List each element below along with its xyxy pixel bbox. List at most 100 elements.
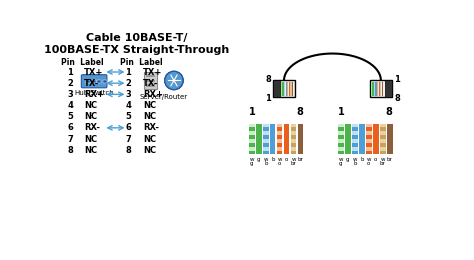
Text: g: g: [257, 157, 261, 162]
Text: w: w: [264, 157, 268, 162]
Text: TX+: TX+: [84, 68, 103, 76]
Bar: [283, 82, 284, 96]
Bar: [263, 143, 268, 147]
Bar: [359, 124, 365, 154]
Bar: [292, 82, 293, 96]
Text: NC: NC: [84, 112, 97, 121]
Bar: [97, 80, 101, 83]
Bar: [277, 124, 283, 154]
Bar: [277, 143, 283, 147]
Bar: [277, 127, 283, 131]
Bar: [338, 151, 344, 154]
Text: w: w: [353, 157, 357, 162]
Text: 1: 1: [338, 107, 345, 118]
Bar: [338, 124, 344, 154]
Bar: [273, 81, 280, 98]
Text: NC: NC: [143, 112, 156, 121]
Text: NC: NC: [143, 101, 156, 110]
Bar: [291, 151, 296, 154]
Bar: [352, 151, 357, 154]
Text: o: o: [285, 157, 288, 162]
Bar: [249, 124, 255, 154]
Bar: [289, 82, 290, 96]
Bar: [285, 82, 287, 96]
Circle shape: [164, 71, 183, 90]
Bar: [103, 80, 107, 83]
Bar: [273, 81, 295, 98]
Text: 7: 7: [67, 134, 73, 144]
Bar: [380, 124, 385, 154]
Text: o: o: [374, 157, 377, 162]
Bar: [380, 82, 382, 96]
Bar: [281, 82, 282, 96]
Text: Server/Router: Server/Router: [140, 94, 188, 100]
Text: Cable 10BASE-T/
100BASE-TX Straight-Through: Cable 10BASE-T/ 100BASE-TX Straight-Thro…: [44, 33, 229, 55]
Bar: [92, 80, 96, 83]
Text: 6: 6: [67, 123, 73, 132]
Text: 1: 1: [126, 68, 131, 76]
Text: RX-: RX-: [84, 123, 100, 132]
Bar: [345, 124, 351, 154]
Bar: [277, 151, 283, 154]
Text: RX+: RX+: [143, 90, 163, 99]
Bar: [352, 143, 357, 147]
Bar: [146, 75, 155, 77]
Bar: [379, 82, 380, 96]
Bar: [373, 124, 379, 154]
Bar: [146, 80, 155, 82]
Bar: [366, 127, 372, 131]
Bar: [366, 143, 372, 147]
Text: 8: 8: [126, 146, 131, 155]
Text: o: o: [278, 161, 282, 166]
Text: 5: 5: [67, 112, 73, 121]
Bar: [366, 124, 372, 154]
Bar: [263, 127, 268, 131]
Bar: [263, 151, 268, 154]
Text: NC: NC: [84, 134, 97, 144]
Bar: [374, 82, 375, 96]
Text: w: w: [339, 157, 343, 162]
Bar: [338, 135, 344, 139]
Text: Pin  Label: Pin Label: [120, 58, 162, 67]
Bar: [380, 127, 385, 131]
Bar: [338, 127, 344, 131]
Bar: [370, 81, 392, 98]
Bar: [291, 127, 296, 131]
Bar: [284, 124, 290, 154]
FancyBboxPatch shape: [144, 72, 157, 89]
Bar: [249, 151, 255, 154]
Bar: [249, 135, 255, 139]
Text: NC: NC: [143, 146, 156, 155]
Text: 8: 8: [297, 107, 303, 118]
Bar: [249, 127, 255, 131]
Text: br: br: [380, 161, 386, 166]
Text: TX-: TX-: [143, 79, 158, 88]
Bar: [338, 143, 344, 147]
Bar: [249, 143, 255, 147]
Text: br: br: [291, 161, 297, 166]
Text: w: w: [250, 157, 254, 162]
Bar: [352, 124, 357, 154]
Text: 1: 1: [249, 107, 256, 118]
Text: 2: 2: [126, 79, 131, 88]
Text: w: w: [292, 157, 296, 162]
Text: w: w: [381, 157, 385, 162]
Bar: [382, 82, 383, 96]
Text: 8: 8: [394, 94, 400, 103]
Bar: [298, 124, 303, 154]
Text: RX-: RX-: [143, 123, 159, 132]
Bar: [385, 81, 392, 98]
Text: 6: 6: [126, 123, 131, 132]
Bar: [380, 151, 385, 154]
Bar: [387, 124, 392, 154]
Text: 8: 8: [386, 107, 392, 118]
Text: 8: 8: [265, 75, 271, 84]
Bar: [291, 143, 296, 147]
Text: 1: 1: [67, 68, 73, 76]
Text: NC: NC: [143, 134, 156, 144]
Bar: [366, 135, 372, 139]
Text: TX+: TX+: [143, 68, 162, 76]
Text: g: g: [346, 157, 350, 162]
Text: 4: 4: [67, 101, 73, 110]
Text: w: w: [277, 157, 282, 162]
